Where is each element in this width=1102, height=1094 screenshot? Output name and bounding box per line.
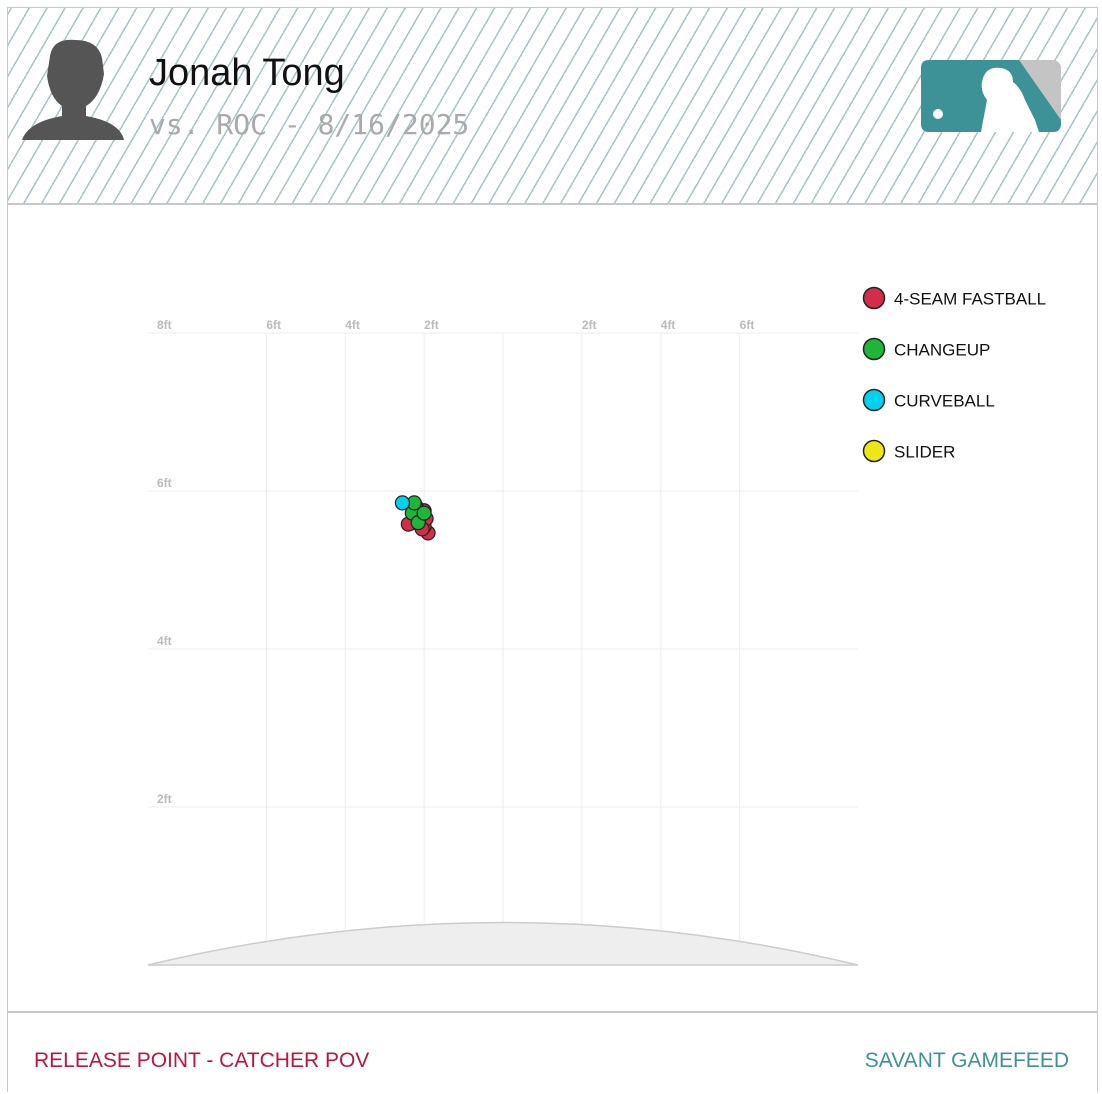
x-tick-label: 4ft (345, 318, 360, 332)
x-tick-label: 6ft (266, 318, 281, 332)
legend-label: CHANGEUP (894, 340, 990, 359)
y-tick-label: 4ft (157, 634, 172, 648)
source-link[interactable]: SAVANT GAMEFEED (864, 1049, 1069, 1072)
chart-caption: RELEASE POINT - CATCHER POV (34, 1049, 370, 1072)
x-tick-label: 4ft (661, 318, 676, 332)
y-tick-label: 8ft (157, 318, 172, 332)
legend-marker (862, 286, 886, 310)
legend-marker (862, 388, 886, 412)
card: Jonah Tong vs. ROC - 8/16/2025 RELEASE P… (7, 7, 1098, 1092)
y-tick-label: 6ft (157, 476, 172, 490)
legend-marker (862, 337, 886, 361)
player-name: Jonah Tong (149, 52, 345, 94)
legend-label: 4-SEAM FASTBALL (894, 289, 1046, 308)
legend-marker (862, 439, 886, 463)
header: Jonah Tong vs. ROC - 8/16/2025 (8, 8, 1097, 205)
game-info: vs. ROC - 8/16/2025 (149, 108, 470, 141)
pitching-mound (147, 921, 859, 966)
footer: RELEASE POINT - CATCHER POV SAVANT GAMEF… (8, 1011, 1097, 1094)
legend-label: SLIDER (894, 442, 955, 461)
player-silhouette (22, 39, 124, 140)
x-tick-label: 2ft (582, 318, 597, 332)
y-tick-label: 2ft (157, 792, 172, 806)
x-tick-label: 6ft (740, 318, 755, 332)
x-tick-label: 2ft (424, 318, 439, 332)
legend-label: CURVEBALL (894, 391, 995, 410)
pitch-point (394, 495, 411, 511)
grid (148, 332, 858, 965)
mlb-logo (921, 60, 1061, 132)
pitch-point (416, 505, 432, 521)
